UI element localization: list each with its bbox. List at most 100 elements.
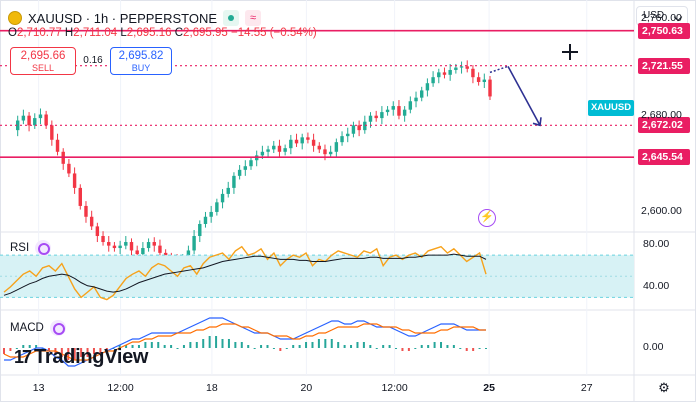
macd-histogram-bar <box>60 348 63 357</box>
candle-body <box>465 66 469 69</box>
currency-button[interactable]: USD <box>636 6 688 26</box>
macd-histogram-bar <box>240 342 243 348</box>
ohlc-change: −14.55 (−0.54%) <box>231 27 317 39</box>
candle-body <box>232 175 236 188</box>
candle-body <box>146 242 151 249</box>
candle-body <box>192 236 196 251</box>
ohlc-close: 2,695.95 <box>183 27 228 39</box>
projection-arrow-head <box>532 117 542 127</box>
macd-histogram-bar <box>369 345 372 348</box>
candle-body <box>442 72 447 75</box>
candle-body <box>357 125 361 131</box>
candle-body <box>84 205 88 217</box>
price-level-label: 2,672.02 <box>638 117 690 134</box>
market-open-icon <box>223 10 240 26</box>
candle-body <box>38 114 43 119</box>
macd-histogram-bar <box>15 348 18 349</box>
candle-body <box>27 115 31 126</box>
candle-body <box>346 133 350 137</box>
rsi-pane-title[interactable]: RSI <box>10 240 52 256</box>
candle-body <box>15 120 20 131</box>
macd-histogram-bar <box>131 345 134 348</box>
symbol-title[interactable]: XAUUSD · 1h · PEPPERSTONE <box>28 10 218 26</box>
macd-histogram-bar <box>292 345 295 348</box>
macd-histogram-bar <box>260 345 263 348</box>
candle-body <box>397 106 401 116</box>
candle-body <box>482 79 487 83</box>
indicator-icon[interactable] <box>35 240 52 256</box>
macd-histogram-bar <box>3 348 5 354</box>
macd-histogram-bar <box>67 348 70 360</box>
macd-histogram-bar <box>137 345 140 348</box>
tradingview-logo[interactable]: 17 TradingView <box>14 346 148 369</box>
macd-histogram-bar <box>125 345 128 348</box>
candle-body <box>260 151 265 156</box>
symbol-header[interactable]: XAUUSD · 1h · PEPPERSTONE ≈ <box>8 8 262 28</box>
candle-body <box>101 236 105 243</box>
candle-body <box>72 173 77 188</box>
macd-histogram-bar <box>440 342 443 348</box>
candle-body <box>488 79 492 97</box>
candle-body <box>89 216 94 227</box>
ohlc-low: 2,695.16 <box>126 27 172 39</box>
projection-arrow-line <box>507 65 541 126</box>
wave-icon[interactable]: ≈ <box>245 10 262 26</box>
macd-histogram-bar <box>279 348 282 351</box>
macd-histogram-bar <box>227 339 230 348</box>
gold-coin-icon <box>8 11 22 25</box>
ohlc-readout: O2,710.77 H2,711.04 L2,695.16 C2,695.95 … <box>8 27 317 39</box>
candle-body <box>391 106 395 110</box>
macd-histogram-bar <box>298 345 301 348</box>
macd-histogram-bar <box>208 336 211 348</box>
macd-histogram-bar <box>472 348 475 351</box>
macd-histogram-bar <box>221 339 224 348</box>
macd-histogram-bar <box>317 339 320 348</box>
macd-line <box>4 317 486 367</box>
rsi-title: RSI <box>10 242 30 254</box>
candle-body <box>243 166 248 170</box>
candle-body <box>158 245 162 253</box>
candle-body <box>351 125 356 134</box>
buy-label: BUY <box>131 63 151 73</box>
macd-histogram-bar <box>356 342 359 348</box>
candle-body <box>277 145 282 152</box>
candle-body <box>283 148 287 152</box>
candle-body <box>33 118 37 126</box>
time-tick-label: 12:00 <box>381 382 408 394</box>
macd-pane-title[interactable]: MACD <box>10 320 66 336</box>
buy-button[interactable]: 2,695.82 BUY <box>110 47 172 75</box>
candle-body <box>328 151 333 155</box>
candle-body <box>380 112 384 119</box>
candle-body <box>374 115 378 119</box>
candle-body <box>425 83 430 91</box>
indicator-icon[interactable] <box>49 320 66 336</box>
time-tick-label: 27 <box>580 382 593 394</box>
candle-body <box>198 223 202 237</box>
candle-body <box>50 125 54 140</box>
sell-button[interactable]: 2,695.66 SELL <box>10 47 76 75</box>
macd-title: MACD <box>10 322 44 334</box>
candle-body <box>129 242 134 251</box>
settings-gear-icon[interactable]: ⚙ <box>658 380 670 395</box>
candle-body <box>112 245 117 249</box>
candle-body <box>368 115 373 122</box>
ohlc-open: 2,710.77 <box>16 27 62 39</box>
price-level-label: 2,645.54 <box>638 149 690 166</box>
candle-body <box>21 115 26 121</box>
buy-price: 2,695.82 <box>118 50 164 62</box>
macd-histogram-bar <box>324 339 327 348</box>
flash-icon[interactable]: ⚡ <box>478 209 496 227</box>
candle-body <box>459 66 464 68</box>
rsi-tick-label: 80.00 <box>643 237 670 250</box>
macd-histogram-bar <box>253 348 256 349</box>
candle-body <box>317 145 321 150</box>
macd-histogram-bar <box>478 348 481 349</box>
candle-body <box>448 69 452 75</box>
tradingview-mark-icon: 17 <box>14 347 32 367</box>
candle-body <box>237 169 242 176</box>
candle-body <box>78 187 82 206</box>
macd-histogram-bar <box>92 348 95 354</box>
time-tick-label: 25 <box>483 382 495 394</box>
macd-histogram-bar <box>266 345 269 348</box>
